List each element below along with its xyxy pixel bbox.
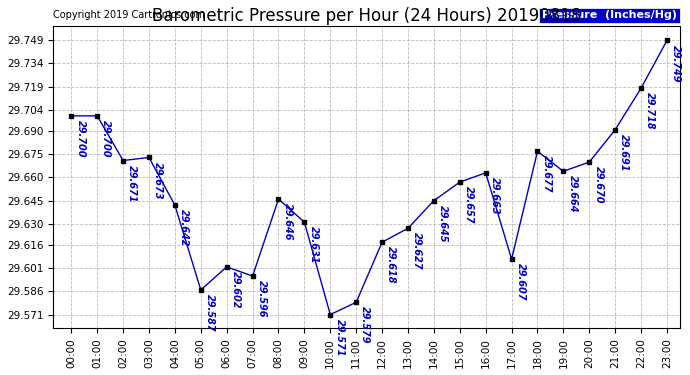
Text: 29.671: 29.671 xyxy=(127,165,137,202)
Text: 29.670: 29.670 xyxy=(593,166,604,204)
Text: 29.749: 29.749 xyxy=(671,45,681,82)
Text: 29.646: 29.646 xyxy=(283,203,293,241)
Text: 29.602: 29.602 xyxy=(231,271,241,309)
Text: 29.700: 29.700 xyxy=(75,120,86,158)
Text: 29.664: 29.664 xyxy=(568,176,578,213)
Text: Copyright 2019 Cartronics.com: Copyright 2019 Cartronics.com xyxy=(53,10,205,21)
Text: 29.607: 29.607 xyxy=(515,263,526,301)
Text: 29.631: 29.631 xyxy=(308,226,319,264)
Text: 29.587: 29.587 xyxy=(205,294,215,332)
Text: 29.677: 29.677 xyxy=(542,156,552,193)
Text: 29.596: 29.596 xyxy=(257,280,267,318)
Text: 29.627: 29.627 xyxy=(412,232,422,270)
Text: 29.657: 29.657 xyxy=(464,186,474,224)
Text: 29.691: 29.691 xyxy=(620,134,629,171)
Title: Barometric Pressure per Hour (24 Hours) 20190818: Barometric Pressure per Hour (24 Hours) … xyxy=(152,7,581,25)
Text: 29.673: 29.673 xyxy=(153,162,163,199)
Text: 29.663: 29.663 xyxy=(490,177,500,214)
Text: 29.642: 29.642 xyxy=(179,209,189,247)
Text: Pressure  (Inches/Hg): Pressure (Inches/Hg) xyxy=(542,10,677,21)
Text: 29.700: 29.700 xyxy=(101,120,111,158)
Text: 29.579: 29.579 xyxy=(360,306,371,344)
Text: 29.718: 29.718 xyxy=(645,92,656,130)
Text: 29.571: 29.571 xyxy=(335,319,344,356)
Text: 29.618: 29.618 xyxy=(386,246,396,284)
Text: 29.645: 29.645 xyxy=(438,205,448,242)
